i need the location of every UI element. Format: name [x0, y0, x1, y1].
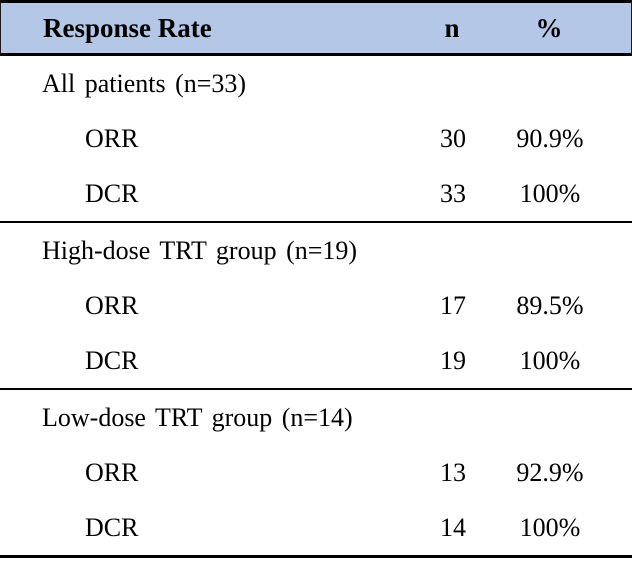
- group-title-row: All patients (n=33): [0, 56, 632, 111]
- header-percent: %: [535, 12, 563, 43]
- group-title: High-dose TRT group (n=19): [42, 235, 358, 265]
- row-label: DCR: [85, 178, 139, 208]
- section-all-patients: All patients (n=33) ORR 30 90.9% DCR 33 …: [0, 56, 632, 223]
- row-label: DCR: [85, 512, 139, 542]
- cell-percent: 100%: [519, 512, 581, 542]
- group-title: Low-dose TRT group (n=14): [42, 402, 353, 432]
- cell-n: 13: [440, 457, 466, 487]
- cell-percent: 89.5%: [516, 290, 584, 320]
- section-high-dose-trt: High-dose TRT group (n=19) ORR 17 89.5% …: [0, 223, 632, 390]
- table-row: ORR 13 92.9%: [0, 445, 632, 500]
- section-low-dose-trt: Low-dose TRT group (n=14) ORR 13 92.9% D…: [0, 390, 632, 558]
- cell-n: 19: [440, 345, 466, 375]
- row-label: DCR: [85, 345, 139, 375]
- cell-percent: 90.9%: [516, 123, 584, 153]
- group-title-row: Low-dose TRT group (n=14): [0, 390, 632, 445]
- cell-n: 33: [440, 178, 466, 208]
- group-title: All patients (n=33): [42, 68, 247, 98]
- header-n: n: [444, 12, 460, 43]
- table-row: ORR 30 90.9%: [0, 111, 632, 166]
- cell-percent: 92.9%: [516, 457, 584, 487]
- cell-n: 14: [440, 512, 466, 542]
- table-row: ORR 17 89.5%: [0, 278, 632, 333]
- cell-percent: 100%: [519, 178, 581, 208]
- cell-n: 17: [440, 290, 466, 320]
- header-response-rate: Response Rate: [43, 12, 212, 43]
- table-row: DCR 19 100%: [0, 333, 632, 388]
- row-label: ORR: [85, 123, 139, 153]
- table-header-row: Response Rate n %: [0, 0, 632, 56]
- cell-percent: 100%: [519, 345, 581, 375]
- cell-n: 30: [440, 123, 466, 153]
- table-row: DCR 33 100%: [0, 166, 632, 221]
- row-label: ORR: [85, 290, 139, 320]
- row-label: ORR: [85, 457, 139, 487]
- table-row: DCR 14 100%: [0, 500, 632, 555]
- group-title-row: High-dose TRT group (n=19): [0, 223, 632, 278]
